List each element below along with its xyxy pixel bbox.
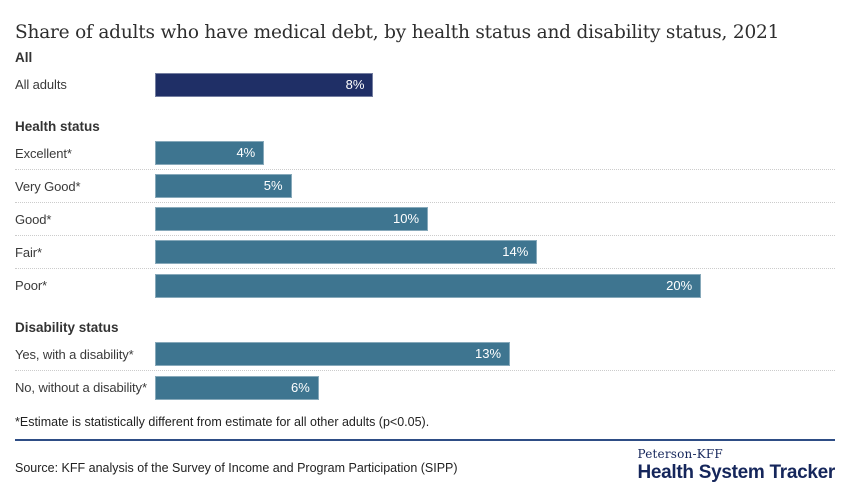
row-label: Fair* (15, 244, 42, 260)
footer: Source: KFF analysis of the Survey of In… (15, 447, 835, 483)
bar-row: No, without a disability* 6% (15, 371, 835, 404)
bar-track: 8% (155, 72, 835, 97)
chart-title: Share of adults who have medical debt, b… (15, 22, 780, 43)
section-header: Health status (15, 119, 100, 134)
footer-divider (15, 439, 835, 441)
logo-health-system-tracker-text: Health System Tracker (637, 462, 835, 483)
bar: 14% (155, 240, 538, 264)
bar-value-label: 13% (474, 346, 502, 361)
bar-track: 13% (155, 342, 835, 366)
bar: 13% (155, 342, 511, 366)
bar-track: 14% (155, 240, 835, 264)
bar-row: Poor* 20% (15, 269, 835, 302)
row-label: Excellent* (15, 145, 72, 161)
bar: 8% (155, 72, 374, 97)
bar-track: 4% (155, 141, 835, 165)
bar: 5% (155, 174, 292, 198)
bar-row: Fair* 14% (15, 236, 835, 269)
row-label: Very Good* (15, 178, 81, 194)
bar-track: 6% (155, 375, 835, 400)
bar-value-label: 4% (236, 145, 256, 160)
bar-row: Good* 10% (15, 203, 835, 236)
bar-value-label: 14% (502, 244, 529, 259)
bar: 6% (155, 375, 319, 400)
section-header: All (15, 50, 33, 65)
bar-value-label: 8% (345, 76, 365, 92)
bar-row: All adults 8% (15, 68, 835, 101)
row-label: Good* (15, 211, 52, 227)
bar: 20% (155, 273, 702, 298)
section-header: Disability status (15, 320, 119, 335)
bar-row: Very Good* 5% (15, 170, 835, 203)
bar-value-label: 10% (393, 211, 420, 226)
logo-peterson-kff-text: Peterson-KFF (637, 447, 723, 461)
footnote: *Estimate is statistically different fro… (15, 415, 430, 429)
row-label: All adults (15, 77, 67, 92)
row-label: Yes, with a disability* (15, 346, 134, 362)
row-label: Poor* (15, 278, 48, 293)
bar-track: 10% (155, 207, 835, 231)
bar-value-label: 6% (291, 379, 310, 395)
bar-value-label: 20% (666, 277, 693, 293)
source-text: Source: KFF analysis of the Survey of In… (15, 461, 458, 475)
row-label: No, without a disability* (15, 380, 147, 395)
bar-track: 20% (155, 273, 835, 298)
bar-value-label: 5% (263, 178, 283, 193)
bar: 10% (155, 207, 429, 231)
bar: 4% (155, 141, 265, 165)
peterson-kff-logo: Peterson-KFF Health System Tracker (637, 447, 835, 483)
bar-chart: All All adults 8% Health status Excellent* 4%… (15, 50, 835, 404)
bar-row: Yes, with a disability* 13% (15, 338, 835, 371)
bar-row: Excellent* 4% (15, 137, 835, 170)
bar-track: 5% (155, 174, 835, 198)
